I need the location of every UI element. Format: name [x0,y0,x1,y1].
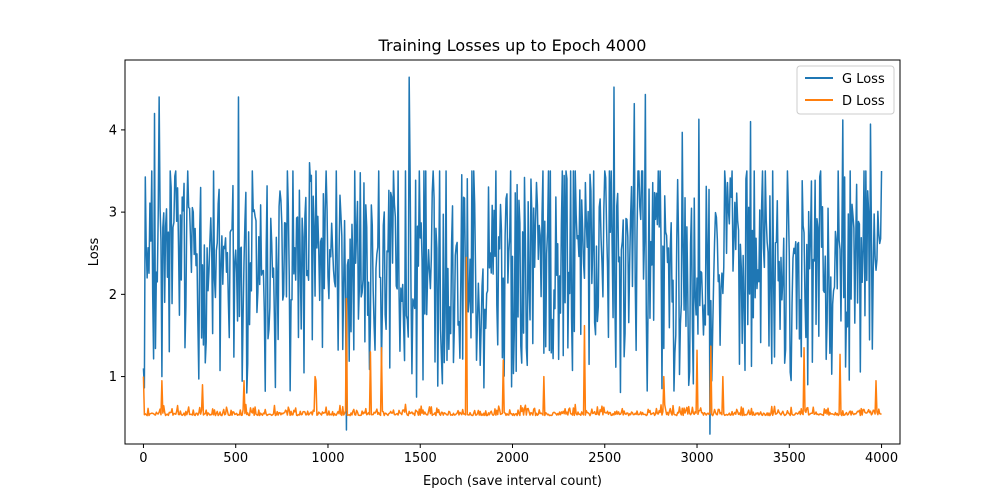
x-axis-title: Epoch (save interval count) [423,474,602,489]
x-tick-label: 0 [139,451,147,466]
y-tick-label: 4 [109,123,117,138]
series-line-d-loss [142,256,882,417]
series-line-g-loss [142,76,883,435]
x-tick-label: 1000 [311,451,344,466]
x-tick-label: 500 [223,451,248,466]
legend-label-g-loss: G Loss [842,72,885,87]
y-axis: 1 2 3 4 [109,123,125,385]
y-tick-label: 3 [109,206,117,221]
x-tick-label: 1500 [404,451,437,466]
x-tick-label: 4000 [865,451,898,466]
x-tick-label: 2500 [588,451,621,466]
legend-label-d-loss: D Loss [842,94,885,109]
x-tick-label: 3500 [773,451,806,466]
y-tick-label: 1 [109,370,117,385]
x-tick-label: 3000 [680,451,713,466]
x-tick-label: 2000 [496,451,529,466]
y-axis-title: Loss [87,238,102,267]
y-tick-label: 2 [109,288,117,303]
legend: G Loss D Loss [796,65,895,115]
chart-title: Training Losses up to Epoch 4000 [378,36,647,55]
x-axis: 0 500 1000 1500 2000 2500 3000 3500 4000 [139,444,898,466]
series-layer [142,76,883,435]
